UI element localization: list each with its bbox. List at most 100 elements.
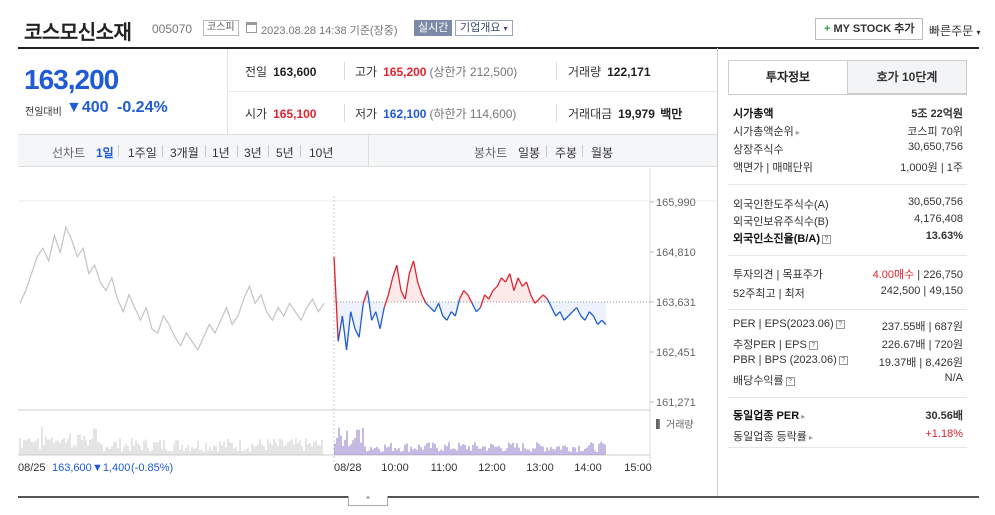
chevron-right-icon[interactable]: ▸ — [801, 412, 806, 421]
up-line-segment — [417, 281, 423, 296]
period-1y[interactable]: 1년 — [212, 146, 230, 160]
down-line-segment — [366, 290, 373, 321]
help-icon[interactable]: ? — [785, 376, 795, 386]
info-row: PBR | BPS (2023.06)? 19.37배 | 8,426원 — [733, 354, 963, 369]
info-row-label: 액면가 | 매매단위 — [733, 162, 813, 174]
summary-divider — [228, 91, 717, 92]
period-5y[interactable]: 5년 — [276, 146, 294, 160]
high-cell: 고가 165,200 (상한가 212,500) — [355, 63, 517, 80]
help-icon[interactable]: ? — [838, 355, 848, 365]
down-line-segment — [354, 328, 360, 338]
x-tick-label: 08/28 — [334, 462, 362, 474]
down-line-segment — [337, 315, 344, 342]
down-area — [476, 301, 481, 312]
down-arrow-icon: ▼ — [66, 99, 82, 116]
stock-code: 005070 — [152, 22, 193, 36]
info-row: 시가총액 5조 22억원 — [733, 105, 963, 121]
company-overview-label: 기업개요 — [460, 22, 501, 34]
down-area — [580, 301, 586, 321]
up-line-segment — [492, 285, 498, 292]
info-row-value: 1,000원 | 1주 — [900, 159, 963, 175]
up-line-segment — [333, 256, 339, 342]
quick-order-link[interactable]: 빠른주문 ▾ — [929, 22, 981, 39]
up-area — [513, 277, 519, 302]
info-divider — [728, 447, 967, 448]
tab-quote-10[interactable]: 호가 10단계 — [847, 60, 967, 94]
calendar-icon — [246, 22, 257, 33]
info-row-value-text: 13.63% — [925, 230, 963, 242]
info-row-value: 226.67배 | 720원 — [882, 336, 963, 352]
period-3y[interactable]: 3년 — [244, 146, 262, 160]
summary-bottom-border — [18, 134, 717, 135]
down-area — [430, 301, 435, 312]
period-1w[interactable]: 1주일 — [128, 146, 157, 160]
help-icon[interactable]: ? — [822, 234, 831, 244]
info-row: 투자의견 | 목표주가 4.00매수 | 226,750 — [733, 266, 963, 282]
period-1d[interactable]: 1일 — [96, 146, 114, 160]
info-row: 동일업종 PER ▸ 30.56배 — [733, 407, 963, 423]
tab-investment-info[interactable]: 투자정보 — [728, 60, 848, 94]
candle-weekly[interactable]: 주봉 — [555, 146, 578, 160]
amount-cell: 거래대금 19,979 백만 — [568, 105, 682, 122]
info-row-value: 30,650,756 — [908, 141, 963, 153]
down-line-segment — [588, 311, 594, 317]
market-badge: 코스피 — [203, 20, 239, 36]
down-line-segment — [450, 311, 456, 317]
amount-value: 19,979 — [618, 107, 655, 121]
info-row-value: N/A — [945, 372, 963, 384]
chevron-right-icon[interactable]: ▸ — [808, 433, 813, 442]
y-tick-label: 163,631 — [656, 297, 696, 309]
down-line-segment — [425, 302, 431, 308]
info-row-value-text: 30.56배 — [925, 410, 963, 422]
info-row-value-text: 1,000원 | 1주 — [900, 162, 963, 174]
collapse-chart-button[interactable]: ⌃ — [348, 496, 388, 506]
up-line-segment — [496, 277, 502, 287]
up-line-segment — [383, 294, 390, 308]
prev-day-change-pct: (-0.85%) — [131, 462, 173, 474]
candle-daily[interactable]: 일봉 — [518, 146, 541, 160]
add-mystock-button[interactable]: + MY STOCK 추가 — [815, 18, 924, 40]
prev-day-close: 163,600 — [52, 462, 92, 474]
down-line-segment — [442, 315, 448, 321]
period-10y[interactable]: 10년 — [309, 146, 334, 160]
up-area — [509, 273, 514, 302]
up-line-segment — [391, 264, 398, 279]
period-3m[interactable]: 3개월 — [170, 146, 199, 160]
info-row: 시가총액순위 ▸ 코스피 70위 — [733, 123, 963, 139]
up-line-segment — [479, 294, 486, 308]
info-row-label: 투자의견 | 목표주가 — [733, 269, 823, 281]
info-row-value-text: 226,750 — [923, 269, 963, 281]
low-value: 162,100 — [383, 107, 427, 121]
candle-monthly[interactable]: 월봉 — [591, 146, 614, 160]
info-row-label: 동일업종 등락률 — [733, 431, 807, 443]
info-row-label: 추정PER | EPS — [733, 339, 807, 351]
chevron-right-icon[interactable]: ▸ — [795, 128, 800, 137]
down-line-segment — [572, 307, 578, 313]
x-tick-label: 14:00 — [574, 462, 602, 474]
chevron-up-icon: ⌃ — [364, 495, 372, 505]
down-line-segment — [446, 311, 452, 321]
up-area — [522, 282, 527, 302]
down-line-segment — [555, 311, 561, 317]
y-tick-label: 164,810 — [656, 247, 696, 259]
price-chart[interactable]: 165,990 164,810 163,631 162,451 161,271 ▍거래량 0… — [18, 168, 717, 498]
help-icon[interactable]: ? — [808, 340, 818, 350]
info-row-value-text: 30,650,756 — [907, 141, 963, 153]
info-divider — [728, 184, 967, 185]
line-chart-label: 선차트 — [52, 146, 86, 160]
header-divider — [18, 47, 979, 49]
volume-cell: 거래량 122,171 — [568, 63, 651, 80]
y-tick-label: 161,271 — [656, 397, 696, 409]
price-change-percent: -0.24% — [117, 99, 168, 116]
x-tick-label: 12:00 — [478, 462, 506, 474]
down-line-segment — [563, 315, 569, 321]
info-row-value: 4,176,408 — [914, 213, 963, 225]
down-line-segment — [350, 311, 356, 329]
company-overview-button[interactable]: 기업개요 ▾ — [455, 20, 513, 36]
info-row-label: 시가총액순위 — [733, 126, 794, 138]
realtime-badge[interactable]: 실시간 — [414, 20, 453, 36]
info-row: 배당수익률? N/A — [733, 372, 963, 388]
amount-label: 거래대금 — [568, 107, 613, 121]
down-area — [597, 301, 602, 325]
help-icon[interactable]: ? — [835, 319, 845, 329]
